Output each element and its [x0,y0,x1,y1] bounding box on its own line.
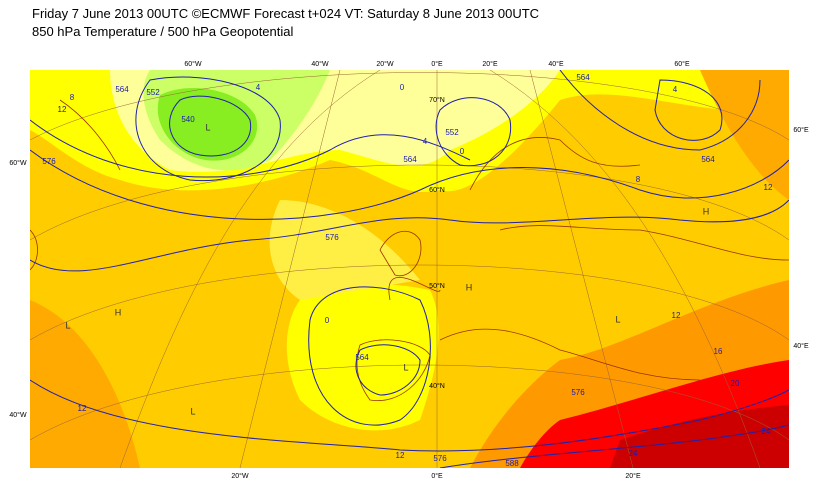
contour-label: 16 [714,347,723,356]
contour-label: 24 [762,427,771,436]
contour-label: 12 [396,451,405,460]
contour-label: 4 [673,85,678,94]
contour-label: 0 [460,147,465,156]
contour-label: 576 [433,454,447,463]
latitude-label: 40°N [429,382,445,390]
graticule-label: 0°E [431,472,443,480]
title: Friday 7 June 2013 00UTC ©ECMWF Forecast… [32,6,540,21]
latitude-label: 60°N [429,186,445,194]
latitude-label: 70°N [429,96,445,104]
pressure-centre: H [115,307,122,317]
contour-label: 576 [325,233,339,242]
contour-label: 12 [78,404,87,413]
contour-label: 0 [400,83,405,92]
graticule-label: 20°E [625,472,641,480]
contour-label: 588 [505,459,519,468]
temperature-field [30,70,789,468]
contour-label: 564 [403,155,417,164]
contour-label: 8 [636,175,641,184]
contour-label: 12 [672,311,681,320]
subtitle: 850 hPa Temperature / 500 hPa Geopotenti… [32,24,294,39]
contour-label: 24 [629,449,638,458]
graticule-label: 20°W [376,60,394,68]
contour-label: 552 [445,128,459,137]
contour-label: 0 [325,316,330,325]
geopotential-contours [30,70,789,468]
contour-label: 540 [181,115,195,124]
graticule-label: 40°E [548,60,564,68]
pressure-centre: H [466,282,473,292]
pressure-centre: H [703,206,710,216]
pressure-centre: L [190,406,195,416]
pressure-centre: L [65,320,70,330]
graticule-label: 40°W [311,60,329,68]
latitude-label: 50°N [429,282,445,290]
graticule-label: 60°W [9,159,27,167]
pressure-centre: L [403,362,408,372]
contour-label: 4 [423,137,428,146]
graticule [30,70,789,468]
graticule-label: 60°W [184,60,202,68]
graticule-label: 20°W [231,472,249,480]
contour-label: 12 [58,105,67,114]
contour-label: 552 [146,88,160,97]
contour-label: 12 [764,183,773,192]
pressure-centre: L [205,122,210,132]
contour-label: 564 [115,85,129,94]
contour-label: 576 [571,388,585,397]
pressure-centre: L [615,314,620,324]
contour-label: 8 [70,93,75,102]
contour-label: 564 [576,73,590,82]
contour-label: 576 [42,157,56,166]
graticule-label: 40°E [793,342,809,350]
contour-label: 564 [701,155,715,164]
graticule-label: 60°E [674,60,690,68]
contour-label: 4 [256,83,261,92]
graticule-label: 0°E [431,60,443,68]
graticule-label: 40°W [9,411,27,419]
graticule-label: 20°E [482,60,498,68]
contour-label: 20 [731,379,740,388]
contour-label: 564 [355,353,369,362]
graticule-label: 60°E [793,126,809,134]
